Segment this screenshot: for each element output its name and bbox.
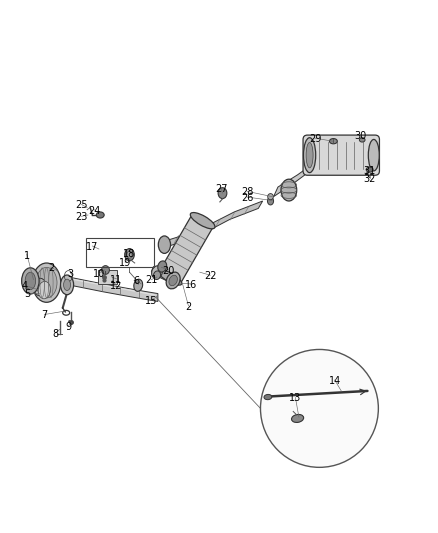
Text: 28: 28 xyxy=(241,187,254,197)
Ellipse shape xyxy=(32,263,61,302)
Text: 13: 13 xyxy=(289,393,301,403)
Text: 31: 31 xyxy=(364,166,376,176)
Text: 8: 8 xyxy=(52,329,58,339)
Ellipse shape xyxy=(158,236,170,253)
Ellipse shape xyxy=(166,272,180,289)
Ellipse shape xyxy=(368,140,379,171)
Ellipse shape xyxy=(304,138,316,173)
Ellipse shape xyxy=(306,142,313,168)
Ellipse shape xyxy=(158,261,167,272)
Ellipse shape xyxy=(125,248,134,261)
Text: 14: 14 xyxy=(328,376,341,386)
Text: 16: 16 xyxy=(184,280,197,290)
Ellipse shape xyxy=(190,213,215,229)
Text: 2: 2 xyxy=(48,263,54,273)
Text: 17: 17 xyxy=(86,242,99,252)
Text: 3: 3 xyxy=(67,269,74,279)
Ellipse shape xyxy=(281,179,297,201)
Polygon shape xyxy=(274,160,315,197)
Text: 20: 20 xyxy=(162,266,175,276)
Text: 19: 19 xyxy=(119,258,131,268)
Ellipse shape xyxy=(134,279,143,292)
Polygon shape xyxy=(151,266,169,280)
Text: 25: 25 xyxy=(75,200,88,211)
Polygon shape xyxy=(160,201,263,249)
Ellipse shape xyxy=(21,268,39,294)
Ellipse shape xyxy=(153,271,161,279)
Ellipse shape xyxy=(64,279,71,290)
Ellipse shape xyxy=(268,197,274,205)
Text: 22: 22 xyxy=(204,271,216,281)
Text: 32: 32 xyxy=(364,174,376,184)
Text: 26: 26 xyxy=(241,193,254,203)
Ellipse shape xyxy=(292,415,304,423)
Ellipse shape xyxy=(36,268,57,298)
Text: 10: 10 xyxy=(93,269,105,279)
Text: 9: 9 xyxy=(65,322,71,332)
Ellipse shape xyxy=(218,188,227,199)
Ellipse shape xyxy=(25,272,35,289)
Ellipse shape xyxy=(96,212,104,218)
Text: 30: 30 xyxy=(355,131,367,141)
Text: 6: 6 xyxy=(133,276,139,286)
Text: 27: 27 xyxy=(215,184,227,194)
Text: 15: 15 xyxy=(145,296,158,306)
Text: 24: 24 xyxy=(88,206,101,216)
Circle shape xyxy=(261,350,378,467)
Text: 29: 29 xyxy=(309,134,321,144)
Text: 12: 12 xyxy=(110,281,123,291)
Text: 11: 11 xyxy=(110,274,123,285)
FancyBboxPatch shape xyxy=(99,270,117,284)
Ellipse shape xyxy=(329,139,337,144)
Ellipse shape xyxy=(169,275,177,286)
Ellipse shape xyxy=(127,251,132,258)
Text: 5: 5 xyxy=(24,288,30,298)
Ellipse shape xyxy=(359,138,365,142)
Polygon shape xyxy=(66,277,155,296)
Text: 7: 7 xyxy=(41,310,47,320)
Ellipse shape xyxy=(366,167,373,172)
FancyBboxPatch shape xyxy=(303,135,379,175)
Text: 23: 23 xyxy=(75,212,88,222)
Polygon shape xyxy=(159,215,213,284)
Text: 21: 21 xyxy=(145,276,158,286)
Text: 2: 2 xyxy=(185,302,191,312)
Polygon shape xyxy=(64,276,158,302)
Ellipse shape xyxy=(38,281,50,299)
Ellipse shape xyxy=(152,266,162,279)
Ellipse shape xyxy=(158,270,182,285)
Ellipse shape xyxy=(268,193,273,200)
Text: 18: 18 xyxy=(124,249,136,259)
Text: 4: 4 xyxy=(21,281,28,291)
Ellipse shape xyxy=(60,275,74,295)
Ellipse shape xyxy=(264,394,272,400)
Ellipse shape xyxy=(102,265,110,274)
Text: 1: 1 xyxy=(24,251,30,261)
